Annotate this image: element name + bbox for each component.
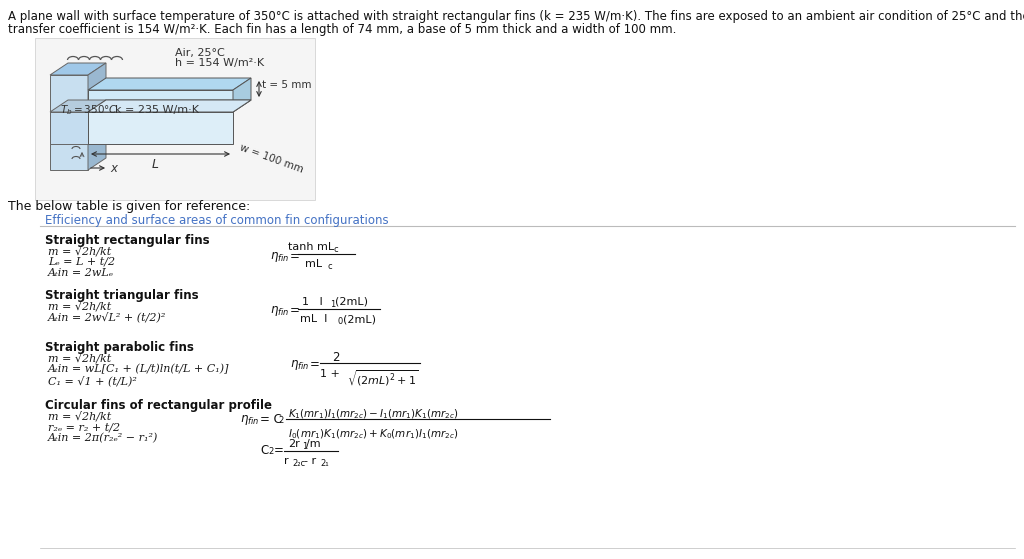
- Text: $x$: $x$: [110, 162, 120, 174]
- Text: - r: - r: [304, 456, 316, 466]
- Text: Aₜin = 2w√L² + (t/2)²: Aₜin = 2w√L² + (t/2)²: [48, 312, 166, 323]
- Text: C₁ = √1 + (t/L)²: C₁ = √1 + (t/L)²: [48, 375, 137, 386]
- Text: m = √2h/kt: m = √2h/kt: [48, 353, 112, 363]
- Polygon shape: [50, 100, 106, 112]
- Text: $\eta_{fin}$: $\eta_{fin}$: [270, 250, 290, 264]
- Text: transfer coefficient is 154 W/m²·K. Each fin has a length of 74 mm, a base of 5 : transfer coefficient is 154 W/m²·K. Each…: [8, 23, 677, 36]
- Text: c: c: [327, 262, 332, 271]
- Polygon shape: [50, 112, 88, 144]
- Polygon shape: [88, 90, 233, 112]
- Text: C: C: [260, 444, 268, 457]
- Text: $T_b = 350°$C: $T_b = 350°$C: [60, 103, 118, 117]
- Text: (2mL): (2mL): [335, 297, 368, 307]
- FancyBboxPatch shape: [35, 38, 315, 200]
- Polygon shape: [88, 63, 106, 170]
- Text: Aₜin = wL[C₁ + (L/t)ln(t/L + C₁)]: Aₜin = wL[C₁ + (L/t)ln(t/L + C₁)]: [48, 364, 229, 375]
- Polygon shape: [50, 75, 88, 170]
- Text: (2mL): (2mL): [343, 314, 376, 324]
- Text: A plane wall with surface temperature of 350°C is attached with straight rectang: A plane wall with surface temperature of…: [8, 10, 1024, 23]
- Text: 1: 1: [330, 300, 335, 309]
- Text: tanh mL: tanh mL: [288, 242, 334, 252]
- Text: $\sqrt{(2mL)^2+1}$: $\sqrt{(2mL)^2+1}$: [347, 369, 419, 389]
- Text: $\eta_{fin}$: $\eta_{fin}$: [270, 304, 290, 318]
- Text: 0: 0: [338, 317, 343, 326]
- Text: =: =: [290, 304, 300, 317]
- Text: Lₑ = L + t/2: Lₑ = L + t/2: [48, 257, 115, 267]
- Text: The below table is given for reference:: The below table is given for reference:: [8, 200, 250, 213]
- Text: Aₜin = 2wLₑ: Aₜin = 2wLₑ: [48, 268, 114, 278]
- Text: mL: mL: [305, 259, 323, 269]
- Text: w = 100 mm: w = 100 mm: [238, 142, 304, 174]
- Text: 2₁: 2₁: [319, 459, 329, 468]
- Text: Straight triangular fins: Straight triangular fins: [45, 289, 199, 302]
- Text: m = √2h/kt: m = √2h/kt: [48, 301, 112, 311]
- Text: $K_1(mr_1)I_1(mr_{2c}) - I_1(mr_1)K_1(mr_{2c})$: $K_1(mr_1)I_1(mr_{2c}) - I_1(mr_1)K_1(mr…: [288, 407, 459, 420]
- Text: Circular fins of rectangular profile: Circular fins of rectangular profile: [45, 399, 272, 412]
- Text: m = √2h/kt: m = √2h/kt: [48, 411, 112, 421]
- Text: c: c: [334, 245, 339, 254]
- Text: 2: 2: [278, 416, 284, 425]
- Text: $I_0(mr_1)K_1(mr_{2c}) + K_0(mr_1)I_1(mr_{2c})$: $I_0(mr_1)K_1(mr_{2c}) + K_0(mr_1)I_1(mr…: [288, 427, 459, 440]
- Text: k = 235 W/m·K: k = 235 W/m·K: [115, 105, 199, 115]
- Text: mL  I: mL I: [300, 314, 328, 324]
- Polygon shape: [88, 78, 251, 90]
- Text: r₂ₑ = r₂ + t/2: r₂ₑ = r₂ + t/2: [48, 422, 120, 432]
- Polygon shape: [88, 112, 233, 144]
- Text: t = 5 mm: t = 5 mm: [262, 80, 311, 90]
- Text: Straight rectangular fins: Straight rectangular fins: [45, 234, 210, 247]
- Text: 1   I: 1 I: [302, 297, 323, 307]
- Text: 1 +: 1 +: [319, 369, 343, 379]
- Text: $\eta_{fin}$: $\eta_{fin}$: [290, 358, 309, 372]
- Text: Straight parabolic fins: Straight parabolic fins: [45, 341, 194, 354]
- Text: $L$: $L$: [152, 158, 160, 171]
- Polygon shape: [50, 63, 106, 75]
- Text: = C: = C: [260, 413, 282, 426]
- Text: 2r: 2r: [288, 439, 300, 449]
- Polygon shape: [233, 78, 251, 112]
- Text: Aₜin = 2π(r₂ₑ² − r₁²): Aₜin = 2π(r₂ₑ² − r₁²): [48, 433, 159, 443]
- Text: =: =: [274, 444, 284, 457]
- Text: 2: 2: [268, 447, 273, 456]
- Polygon shape: [88, 100, 251, 112]
- Text: 2: 2: [332, 351, 340, 364]
- Polygon shape: [88, 100, 251, 112]
- Text: $\eta_{fin}$: $\eta_{fin}$: [240, 413, 259, 427]
- Text: Air, 25°C: Air, 25°C: [175, 48, 224, 58]
- Text: /m: /m: [306, 439, 321, 449]
- Text: Efficiency and surface areas of common fin configurations: Efficiency and surface areas of common f…: [45, 214, 389, 227]
- Text: m = √2h/kt: m = √2h/kt: [48, 246, 112, 257]
- Text: r: r: [284, 456, 289, 466]
- Text: =: =: [310, 358, 319, 371]
- Text: h = 154 W/m²·K: h = 154 W/m²·K: [175, 58, 264, 68]
- Text: 2₂c: 2₂c: [292, 459, 305, 468]
- Text: =: =: [290, 250, 300, 263]
- Text: 1: 1: [302, 442, 307, 451]
